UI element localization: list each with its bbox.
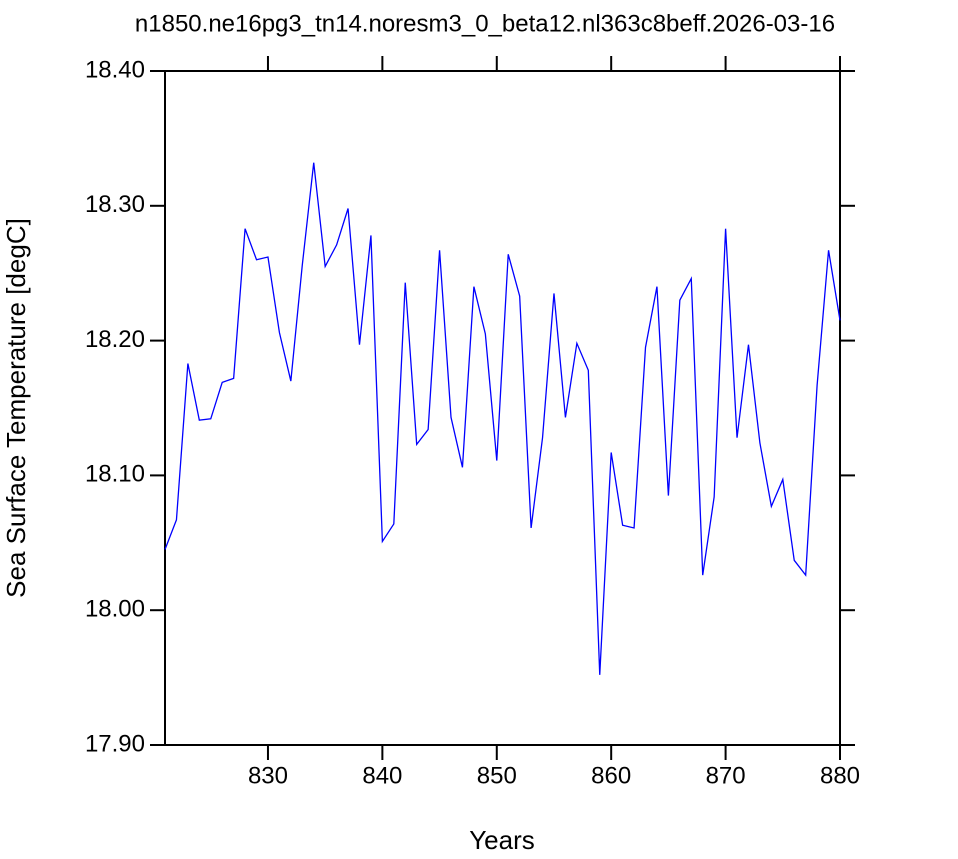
y-tick-label: 18.10 [85, 461, 145, 488]
chart-title: n1850.ne16pg3_tn14.noresm3_0_beta12.nl36… [135, 10, 835, 37]
data-line [164, 162, 841, 675]
y-axis-label: Sea Surface Temperature [degC] [1, 218, 31, 598]
x-tick-label: 880 [820, 762, 860, 789]
x-tick-label: 860 [591, 762, 631, 789]
x-axis-label: Years [469, 825, 535, 855]
y-tick-label: 18.20 [85, 326, 145, 353]
x-tick-label: 840 [362, 762, 402, 789]
x-tick-label: 870 [706, 762, 746, 789]
y-tick-label: 18.40 [85, 56, 145, 83]
y-tick-label: 18.30 [85, 191, 145, 218]
x-tick-label: 850 [477, 762, 517, 789]
plot-frame [164, 70, 841, 746]
y-tick-label: 18.00 [85, 596, 145, 623]
y-tick-label: 17.90 [85, 730, 145, 757]
x-tick-label: 830 [248, 762, 288, 789]
